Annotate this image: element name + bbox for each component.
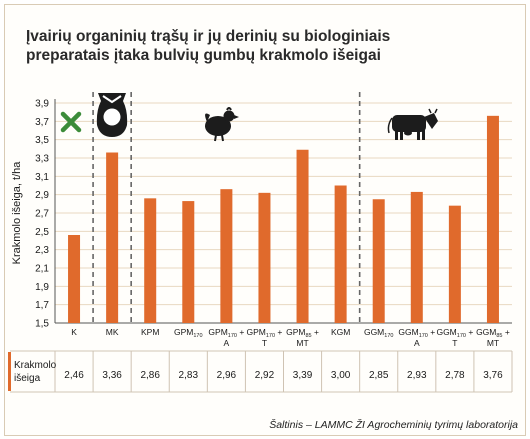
table-row-label: Krakmolo (14, 360, 57, 371)
table-value: 2,46 (64, 370, 84, 381)
bar (106, 152, 119, 323)
bar (220, 189, 233, 323)
table-value: 3,00 (331, 370, 351, 381)
x-tick-label-line2: T (262, 338, 267, 348)
x-tick-label: KGM (331, 327, 350, 337)
y-tick-label: 2,1 (35, 264, 49, 275)
source-note: Šaltinis – LAMMC ŽI Agrocheminių tyrimų … (269, 419, 518, 431)
x-tick-label: GPM85 + (286, 327, 319, 339)
chart-title: Įvairių organinių trąšų ir jų derinių su… (26, 27, 506, 65)
x-tick-label: GGM85 + (476, 327, 510, 339)
x-tick-label: GPM170 (174, 327, 203, 339)
bar (372, 199, 385, 323)
x-tick-label-line2: T (452, 338, 457, 348)
bar (258, 192, 271, 323)
x-tick-label-line2: MT (296, 338, 308, 348)
y-tick-label: 2,9 (35, 190, 49, 201)
y-tick-label: 2,5 (35, 227, 49, 238)
y-tick-label: 1,5 (35, 319, 49, 330)
table-value: 2,85 (369, 370, 389, 381)
y-tick-label: 3,9 (35, 99, 49, 110)
bar (182, 201, 195, 323)
bar (296, 149, 309, 323)
x-tick-label-line2: A (414, 338, 420, 348)
cow-icon (387, 108, 438, 140)
y-tick-label: 1,9 (35, 282, 49, 293)
table-value: 3,39 (293, 370, 313, 381)
y-tick-label: 3,5 (35, 135, 49, 146)
sewage-sludge-bag-icon (96, 93, 128, 137)
x-tick-label-line2: A (224, 338, 230, 348)
x-tick-label: GGM170 + (398, 327, 435, 339)
y-tick-label: 2,7 (35, 209, 49, 220)
x-tick-label: GPM170 + (208, 327, 244, 339)
table-value: 2,86 (140, 370, 160, 381)
chicken-icon (205, 107, 239, 142)
y-tick-label: 1,7 (35, 300, 49, 311)
title-line-2: preparatais įtaka bulvių gumbų krakmolo … (26, 47, 381, 64)
table-value: 3,36 (102, 370, 122, 381)
y-tick-label: 3,7 (35, 117, 49, 128)
cross-icon (60, 111, 82, 133)
title-line-1: Įvairių organinių trąšų ir jų derinių su… (26, 28, 391, 45)
x-tick-label: KPM (141, 327, 159, 337)
x-tick-label-line2: MT (487, 338, 499, 348)
y-axis-label: Krakmolo išeiga, t/ha (11, 161, 23, 265)
bar (144, 198, 157, 323)
bar (410, 191, 423, 323)
x-tick-label: GPM170 + (247, 327, 283, 339)
table-value: 2,92 (255, 370, 275, 381)
table-value: 3,76 (483, 370, 503, 381)
y-tick-label: 3,1 (35, 172, 49, 183)
x-tick-label: GGM170 (364, 327, 394, 339)
table-value: 2,78 (445, 370, 465, 381)
bar (486, 115, 499, 323)
x-tick-label: GGM170 + (436, 327, 473, 339)
table-value: 2,83 (179, 370, 199, 381)
y-tick-label: 2,3 (35, 245, 49, 256)
bar (448, 205, 461, 323)
table-value: 2,93 (407, 370, 427, 381)
table-accent (8, 352, 11, 391)
table-value: 2,96 (217, 370, 237, 381)
table-row-label: išeiga (14, 373, 41, 384)
bar (334, 185, 347, 323)
y-tick-label: 3,3 (35, 154, 49, 165)
bar (68, 235, 81, 323)
x-tick-label: K (71, 327, 77, 337)
x-tick-label: MK (106, 327, 119, 337)
